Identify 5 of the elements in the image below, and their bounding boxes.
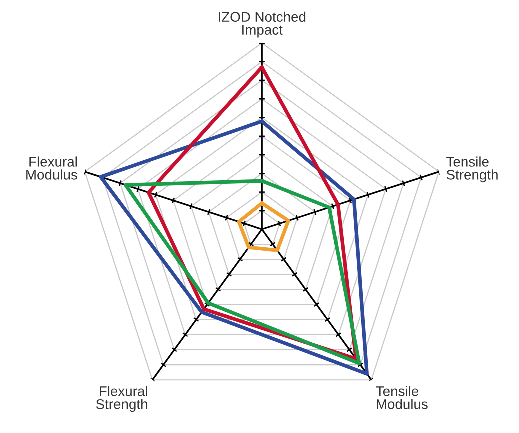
- spoke-label: IZOD Notched Impact: [218, 12, 306, 38]
- spoke-label: Flexural Modulus: [26, 156, 78, 180]
- spoke-label: Tensile Strength: [446, 156, 498, 183]
- spoke-label: Flexural Strength: [96, 386, 148, 412]
- spoke-label: Tensile Modulus: [376, 386, 428, 410]
